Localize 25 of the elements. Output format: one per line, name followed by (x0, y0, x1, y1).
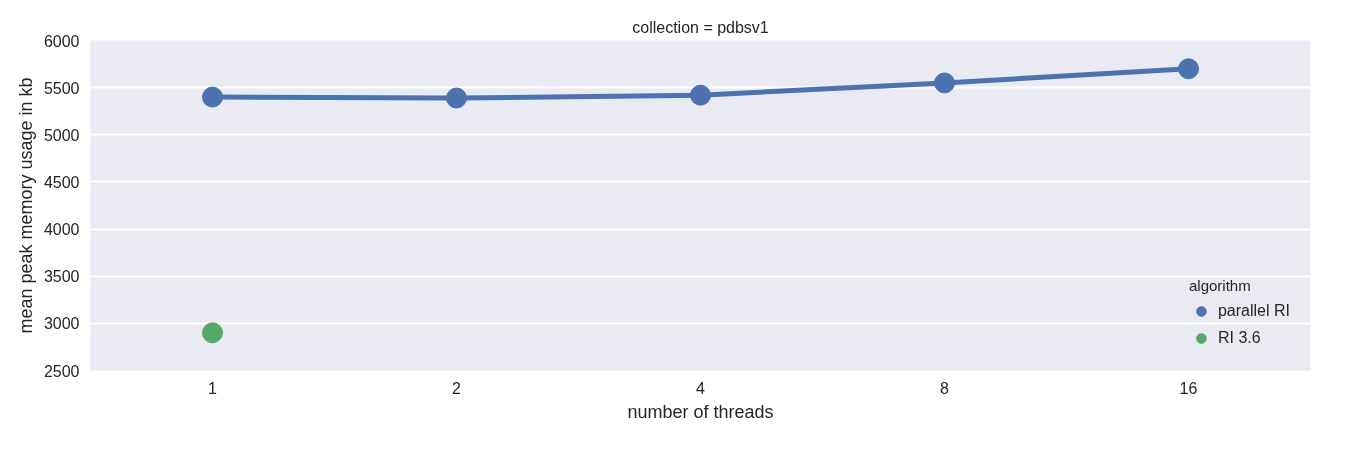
y-tick-label: 5500 (43, 79, 80, 97)
legend-label: RI 3.6 (1217, 329, 1261, 347)
x-tick-label: 2 (452, 379, 462, 397)
y-tick-label: 4500 (43, 173, 80, 191)
y-tick-label: 4000 (43, 221, 80, 239)
y-axis-title: mean peak memory usage in kb (15, 77, 36, 334)
legend-title: algorithm (1188, 277, 1252, 294)
y-tick-label: 5000 (43, 126, 80, 144)
x-tick-label: 8 (940, 379, 950, 397)
x-tick-label: 1 (208, 379, 218, 397)
chart-title: collection = pdbsv1 (632, 18, 769, 36)
point (202, 322, 223, 344)
point (202, 86, 223, 108)
y-tick-label: 6000 (43, 32, 80, 50)
x-tick-label: 4 (696, 379, 706, 397)
y-tick-label: 3500 (43, 268, 80, 286)
y-tick-label: 3000 (43, 315, 80, 333)
x-tick-label: 16 (1179, 379, 1198, 397)
point (934, 72, 955, 94)
point (690, 84, 711, 106)
x-axis-title: number of threads (627, 401, 774, 422)
legend-label: parallel RI (1217, 302, 1290, 320)
point (446, 87, 467, 109)
point (1178, 58, 1199, 80)
y-tick-label: 2500 (43, 362, 80, 380)
